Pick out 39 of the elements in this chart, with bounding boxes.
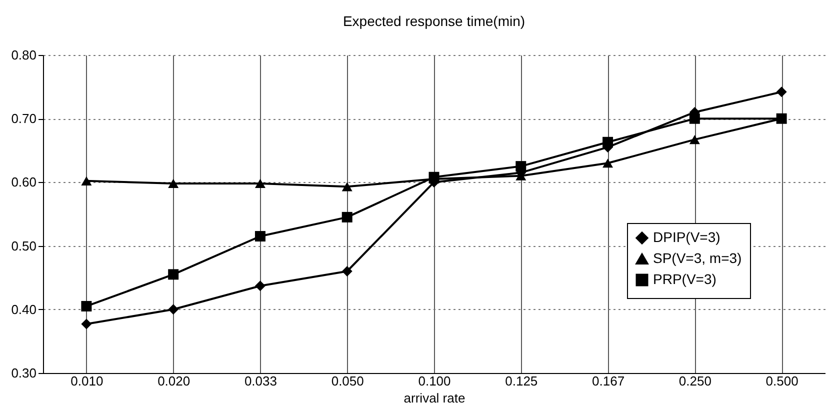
y-tick-label: 0.50 bbox=[11, 238, 36, 254]
point bbox=[168, 304, 179, 315]
x-tick-label: 0.020 bbox=[158, 374, 190, 388]
point bbox=[428, 172, 440, 182]
legend-label: SP(V=3, m=3) bbox=[653, 250, 742, 266]
point bbox=[342, 212, 352, 222]
point bbox=[342, 266, 352, 276]
x-axis-title: arrival rate bbox=[404, 390, 466, 406]
point bbox=[254, 231, 266, 242]
x-tick-label: 0.010 bbox=[70, 374, 104, 388]
point bbox=[81, 176, 92, 186]
point bbox=[602, 158, 614, 168]
point bbox=[689, 135, 700, 144]
legend-label: PRP(V=3) bbox=[653, 271, 716, 287]
x-tick-label: 0.050 bbox=[331, 374, 364, 388]
x-tick-label: 0.125 bbox=[505, 374, 538, 388]
point bbox=[81, 300, 92, 312]
point bbox=[689, 113, 700, 124]
point bbox=[168, 178, 179, 188]
point bbox=[516, 161, 526, 172]
point bbox=[254, 280, 266, 292]
point bbox=[776, 86, 787, 98]
y-tick-label: 0.60 bbox=[11, 174, 36, 190]
y-tick-label: 0.30 bbox=[11, 366, 36, 380]
legend-label: DPIP(V=3) bbox=[653, 229, 720, 245]
point bbox=[81, 318, 92, 330]
point bbox=[168, 269, 179, 280]
y-tick-label: 0.80 bbox=[11, 48, 36, 62]
x-tick-label: 0.250 bbox=[678, 374, 712, 388]
y-tick-label: 0.70 bbox=[11, 111, 36, 126]
x-tick-label: 0.500 bbox=[766, 374, 798, 388]
x-tick-label: 0.167 bbox=[592, 374, 625, 388]
y-tick-label: 0.40 bbox=[11, 302, 36, 317]
x-tick-label: 0.033 bbox=[244, 374, 277, 388]
point bbox=[602, 136, 614, 148]
x-tick-label: 0.100 bbox=[418, 374, 451, 388]
point bbox=[342, 182, 352, 192]
chart-title: Expected response time(min) bbox=[342, 13, 526, 29]
point bbox=[254, 178, 266, 188]
